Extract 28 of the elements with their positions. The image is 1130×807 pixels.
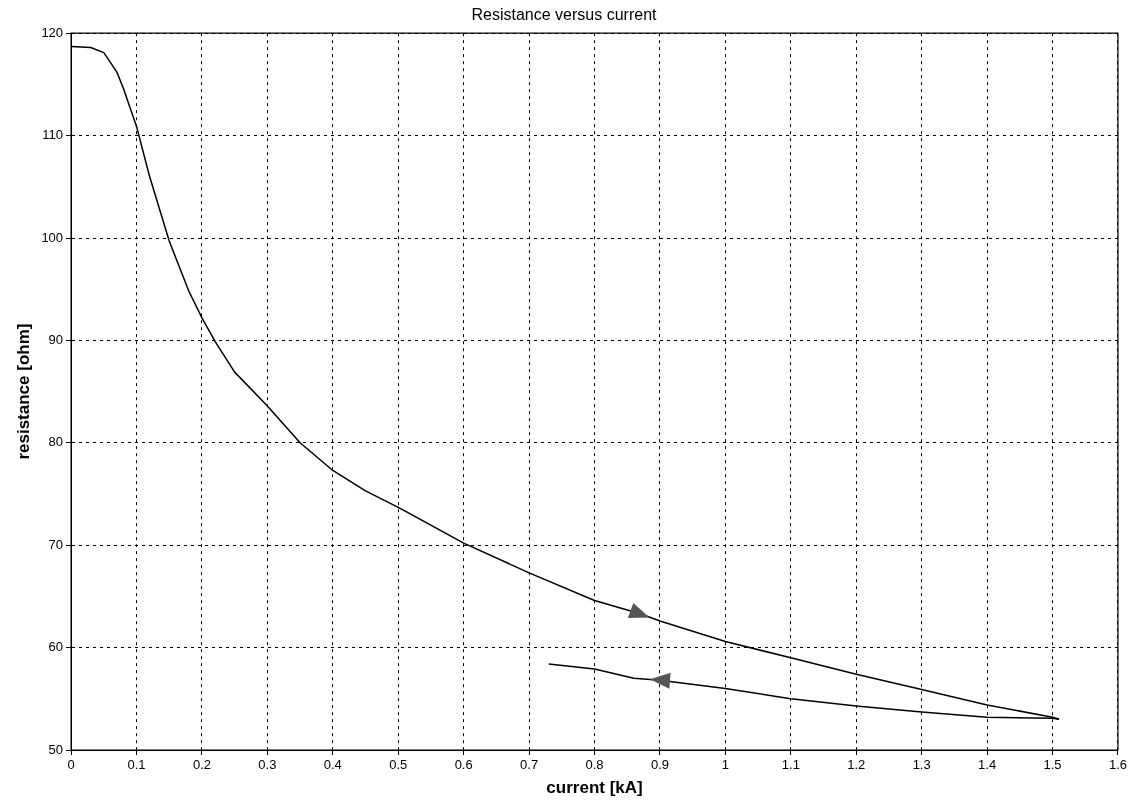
x-tick-label: 0.6 <box>454 757 473 773</box>
y-tick-label: 120 <box>41 24 64 40</box>
x-tick-label: 0.9 <box>650 757 669 773</box>
x-tick-label: 0.3 <box>258 757 277 773</box>
x-tick-label: 1.6 <box>1108 757 1127 773</box>
x-tick-label: 1.5 <box>1043 757 1062 773</box>
chart-title: Resistance versus current <box>471 6 658 24</box>
x-tick-label: 0.4 <box>323 757 342 773</box>
x-tick-label: 0.5 <box>389 757 408 773</box>
y-tick-label: 110 <box>42 127 64 143</box>
x-tick-label: 1 <box>721 757 729 773</box>
y-axis-title: resistance [ohm] <box>13 323 33 460</box>
y-tick-label: 80 <box>48 434 64 450</box>
y-tick-label: 70 <box>48 536 64 552</box>
y-tick-label: 50 <box>48 741 64 757</box>
x-tick-label: 0.7 <box>520 757 539 773</box>
y-tick-label: 60 <box>48 639 64 655</box>
x-tick-label: 1.2 <box>847 757 866 773</box>
x-tick-label: 0 <box>67 757 75 773</box>
x-tick-label: 0.8 <box>585 757 604 773</box>
y-tick-label: 100 <box>41 229 64 245</box>
x-axis-title: current [kA] <box>546 778 643 798</box>
x-tick-label: 0.1 <box>127 757 146 773</box>
x-tick-label: 1.3 <box>912 757 931 773</box>
y-tick-label: 90 <box>48 331 64 347</box>
x-tick-label: 1.4 <box>978 757 997 773</box>
x-tick-label: 1.1 <box>781 757 800 773</box>
x-tick-label: 0.2 <box>192 757 211 773</box>
